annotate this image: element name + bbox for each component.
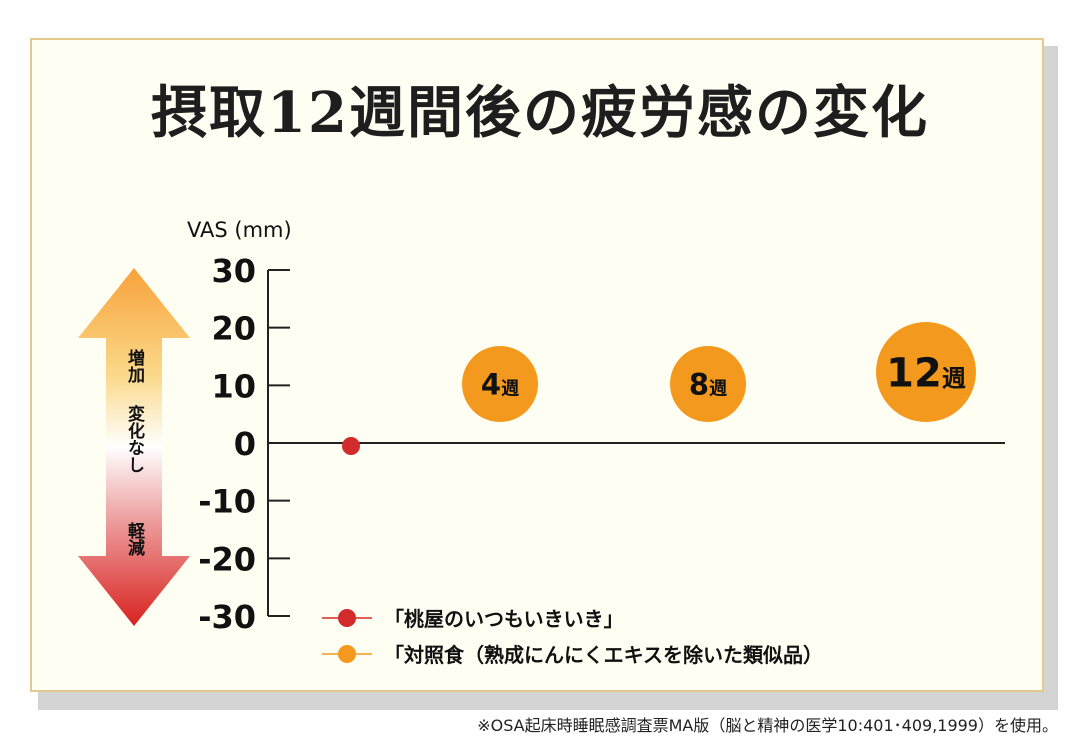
legend-label-product: 「桃屋のいつもいきいき」 — [384, 607, 624, 631]
week-badge-unit: 週 — [501, 378, 519, 399]
y-tick-label: 10 — [211, 367, 256, 405]
week-badge-circle — [462, 346, 538, 422]
chart-title: 摂取12週間後の疲労感の変化 — [151, 80, 929, 146]
week-badge-label: 8週 — [689, 367, 727, 401]
y-tick-label: 20 — [211, 310, 256, 348]
arrow-label-no-change: 変化なし — [124, 404, 145, 473]
week-badge-label: 4週 — [481, 367, 519, 401]
week-badge-circle — [670, 346, 746, 422]
y-tick-label: -10 — [198, 483, 256, 521]
y-tick-label: -30 — [198, 598, 256, 636]
week-badge-label: 12週 — [886, 350, 966, 396]
footnote: ※OSA起床時睡眠感調査票MA版（脳と精神の医学10:401･409,1999）… — [477, 716, 1058, 735]
data-point — [342, 437, 360, 455]
chart-panel — [30, 38, 1044, 692]
y-axis-label: VAS (mm) — [187, 218, 292, 242]
week-badge-circle — [876, 322, 976, 422]
arrow-label-increase: 増加 — [124, 348, 146, 384]
y-tick-label: 30 — [211, 252, 256, 290]
week-badge-number: 12 — [886, 350, 942, 396]
legend: 「桃屋のいつもいきいき」 「対照食（熟成にんにくエキスを除いた類似品） — [322, 607, 823, 667]
legend-marker-product — [338, 609, 356, 627]
legend-marker-control — [338, 645, 356, 663]
week-badge-number: 4 — [481, 367, 501, 401]
change-direction-arrow — [78, 268, 190, 626]
y-tick-label: 0 — [234, 425, 256, 463]
week-badge-unit: 週 — [709, 378, 727, 399]
week-badge-number: 8 — [689, 367, 709, 401]
legend-label-control: 「対照食（熟成にんにくエキスを除いた類似品） — [384, 643, 823, 667]
arrow-label-decrease: 軽減 — [124, 521, 145, 557]
week-badge-unit: 週 — [942, 364, 966, 392]
y-tick-label: -20 — [198, 540, 256, 578]
